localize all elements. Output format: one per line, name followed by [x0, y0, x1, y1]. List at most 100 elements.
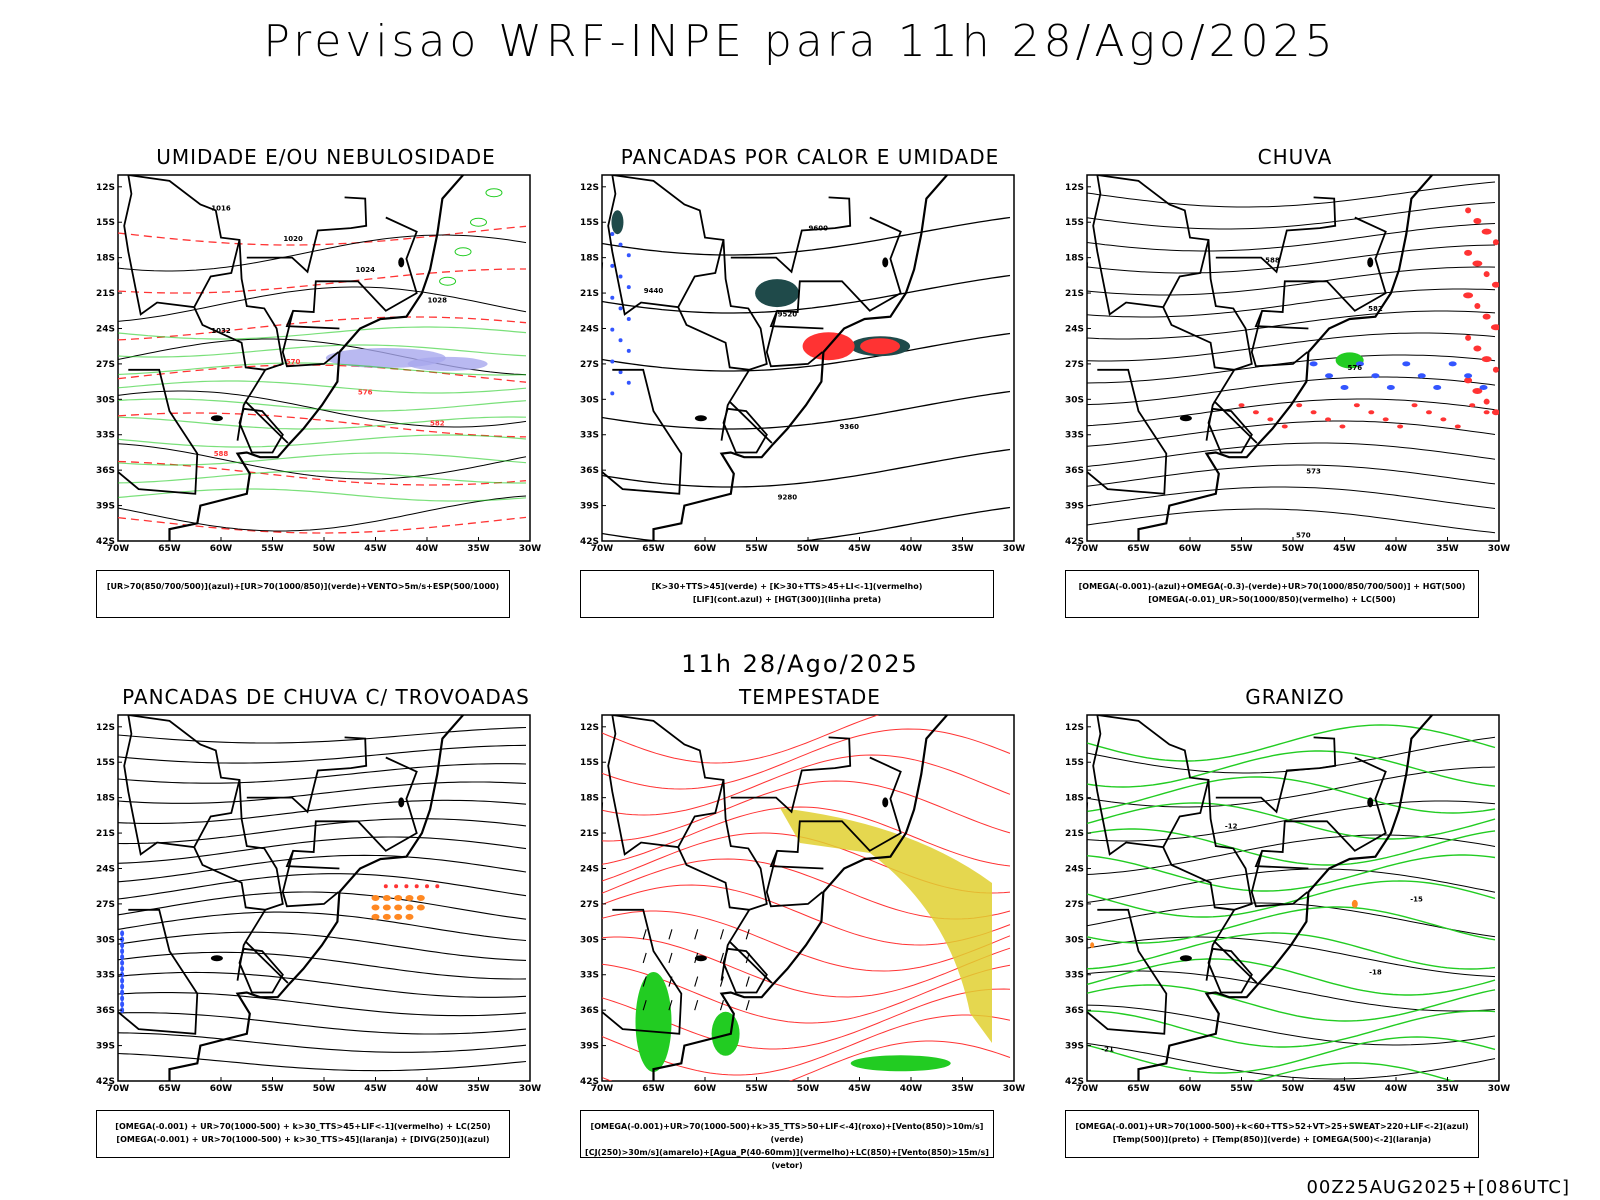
- red-streamline: [602, 884, 1011, 946]
- rain-area: [1252, 410, 1259, 415]
- streamline: [118, 873, 527, 900]
- divergence-area: [120, 954, 125, 961]
- map-layer: -12 -15 -18 -21: [1087, 715, 1496, 1081]
- red-area: [394, 884, 399, 889]
- rain-area: [1325, 417, 1332, 422]
- lon-tick-label: 65W: [642, 1084, 665, 1094]
- rain-area: [1310, 410, 1317, 415]
- instability-area: [611, 210, 624, 235]
- green-contour: [118, 488, 527, 502]
- country-border: [602, 908, 683, 1035]
- wind-vector: [668, 952, 673, 964]
- red-dashed-contour: [118, 460, 527, 486]
- country-border: [765, 310, 823, 368]
- map-umidade: 1016 1020 1024 1028 1032 570 576 582 588 12S 15S 18…: [96, 174, 541, 554]
- divergence-area: [120, 989, 125, 996]
- streamline: [118, 726, 527, 744]
- hgt500-contour: [1087, 266, 1496, 296]
- rain-area: [1465, 207, 1472, 214]
- rain-area-blue: [1325, 373, 1334, 379]
- country-border: [1250, 310, 1308, 368]
- orange-area: [405, 895, 414, 901]
- orange-area: [371, 913, 380, 920]
- country-border: [1097, 715, 1258, 984]
- red-dashed-contour: [118, 412, 527, 438]
- lon-tick-label: 30W: [1003, 1084, 1026, 1094]
- red-streamline: [602, 936, 1011, 998]
- orange-area: [382, 904, 391, 911]
- streamline: [118, 951, 527, 980]
- wind-vector: [642, 929, 647, 940]
- lon-tick-label: 50W: [797, 544, 820, 554]
- map-layer: [602, 715, 1011, 1081]
- divergence-area: [120, 948, 125, 955]
- orange-area: [382, 895, 391, 901]
- country-border: [730, 736, 852, 814]
- temp850-contour: [1087, 854, 1496, 892]
- wind-vector: [642, 952, 647, 964]
- green-contour: [118, 470, 526, 484]
- lat-tick-label: 27S: [1065, 900, 1084, 910]
- lat-tick-label: 30S: [580, 935, 599, 945]
- rain-area-blue: [1355, 361, 1364, 367]
- lat-tick-label: 24S: [580, 864, 599, 874]
- country-border: [1087, 368, 1168, 495]
- lon-tick-label: 55W: [1230, 544, 1253, 554]
- rain-area-blue: [1340, 385, 1349, 391]
- green-contour: [118, 434, 527, 448]
- rain-area: [1339, 424, 1346, 429]
- streamline: [118, 931, 527, 961]
- map-pancadas-calor: 9600952094409360928012S15S18S21S24S27S30…: [580, 174, 1025, 554]
- orange-area: [416, 895, 425, 901]
- rain-area: [1491, 281, 1499, 288]
- wind-vector: [719, 976, 724, 987]
- lat-tick-label: 39S: [580, 1042, 599, 1052]
- rain-area: [1411, 403, 1418, 408]
- lon-tick-label: 45W: [364, 1084, 387, 1094]
- temp850-contour: [1087, 906, 1496, 944]
- map-layer: [118, 715, 527, 1081]
- lon-tick-label: 35W: [1436, 544, 1459, 554]
- rain-area: [1483, 410, 1490, 415]
- rain-area: [1382, 417, 1389, 422]
- red-area: [404, 884, 409, 889]
- country-border: [238, 947, 284, 994]
- country-border: [1162, 846, 1235, 911]
- rain-area: [1368, 410, 1375, 415]
- coastline: [168, 175, 465, 541]
- wind-vector: [668, 1000, 673, 1011]
- divergence-area: [120, 977, 125, 984]
- lon-tick-label: 35W: [1436, 1084, 1459, 1094]
- lake-marker: [210, 955, 223, 962]
- lon-tick-label: 40W: [900, 544, 923, 554]
- hgt500-contour: [1087, 464, 1496, 487]
- map-granizo: -12 -15 -18 -21 12S 15S 18S 21S 24S 27S 30S 33S 36S 3…: [1065, 714, 1510, 1094]
- legend-line: [UR>70(850/700/500)](azul)+[UR>70(1000/8…: [106, 582, 500, 591]
- lat-tick-label: 36S: [580, 1006, 599, 1016]
- humidity-area: [407, 356, 488, 371]
- green-contour: [118, 326, 527, 340]
- orange-area: [371, 904, 380, 911]
- orange-area: [394, 895, 403, 901]
- lat-tick-label: 36S: [1065, 1006, 1084, 1016]
- lat-tick-label: 15S: [1065, 758, 1084, 768]
- lon-tick-label: 55W: [745, 544, 768, 554]
- lat-tick-label: 21S: [96, 829, 115, 839]
- lat-tick-label: 39S: [1065, 502, 1084, 512]
- hgt500-contour: [1087, 244, 1496, 274]
- country-border: [607, 175, 725, 316]
- rain-area: [1473, 345, 1482, 352]
- wind-850-area: [711, 1011, 740, 1056]
- red-streamline: [602, 715, 880, 764]
- lat-tick-label: 21S: [1065, 289, 1084, 299]
- rain-area: [1483, 271, 1490, 278]
- lon-tick-label: 60W: [210, 544, 233, 554]
- lake-marker: [210, 415, 223, 422]
- hgt500-contour: [1087, 202, 1496, 230]
- rain-area: [1281, 424, 1288, 429]
- wind-vector: [745, 976, 750, 987]
- lat-tick-label: 21S: [96, 289, 115, 299]
- pressure-contour: [118, 495, 527, 532]
